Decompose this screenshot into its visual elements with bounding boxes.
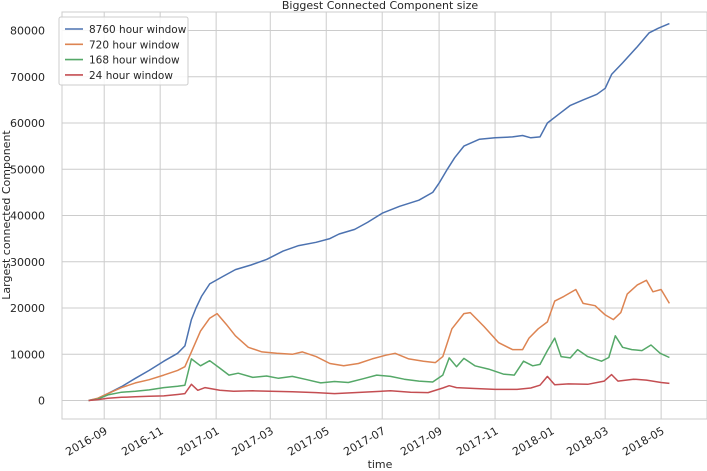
x-axis-ticks: 2016-09 2016-11 2017-01 2017-03 2017-05 2017-… [63, 424, 666, 458]
series-line-3 [88, 373, 670, 402]
y-tick-label: 30000 [10, 256, 45, 269]
legend-label: 720 hour window [89, 39, 180, 51]
legend-label: 24 hour window [89, 70, 173, 82]
legend-box [58, 16, 189, 86]
y-tick-label: 50000 [10, 163, 45, 176]
y-tick-label: 0 [38, 395, 45, 408]
y-tick-label: 10000 [10, 348, 45, 361]
y-tick-label: 40000 [10, 210, 45, 223]
plot-frame [61, 11, 707, 420]
x-tick-label: 2018-05 [620, 424, 666, 458]
x-axis-title: time [368, 458, 393, 471]
y-tick-label: 20000 [10, 302, 45, 315]
x-tick-label: 2017-07 [341, 424, 387, 458]
y-axis-title: Largest connected Component [0, 130, 13, 300]
x-tick-label: 2017-03 [229, 424, 275, 458]
series-line-0 [88, 22, 670, 402]
series-lines [88, 22, 671, 402]
legend-label: 8760 hour window [89, 24, 187, 36]
chart-title: Biggest Connected Component size [282, 0, 479, 12]
x-tick-label: 2017-01 [175, 424, 221, 458]
x-tick-label: 2018-01 [510, 424, 556, 458]
x-tick-label: 2017-11 [454, 424, 500, 458]
series-line-1 [88, 279, 671, 402]
y-tick-label: 80000 [10, 25, 45, 38]
x-tick-label: 2017-09 [398, 424, 444, 458]
series-line-2 [88, 335, 670, 402]
y-tick-label: 70000 [10, 71, 45, 84]
y-axis-ticks: 0 10000 20000 30000 40000 50000 60000 70000 8000… [10, 25, 45, 408]
x-tick-label: 2018-03 [564, 424, 610, 458]
x-tick-label: 2016-09 [63, 424, 109, 458]
grid-lines [62, 12, 707, 419]
legend-label: 168 hour window [89, 55, 180, 67]
legend: 8760 hour window 720 hour window 168 hour … [58, 16, 189, 86]
y-tick-label: 60000 [10, 117, 45, 130]
x-tick-label: 2017-05 [285, 424, 331, 458]
x-tick-label: 2016-11 [119, 424, 165, 458]
